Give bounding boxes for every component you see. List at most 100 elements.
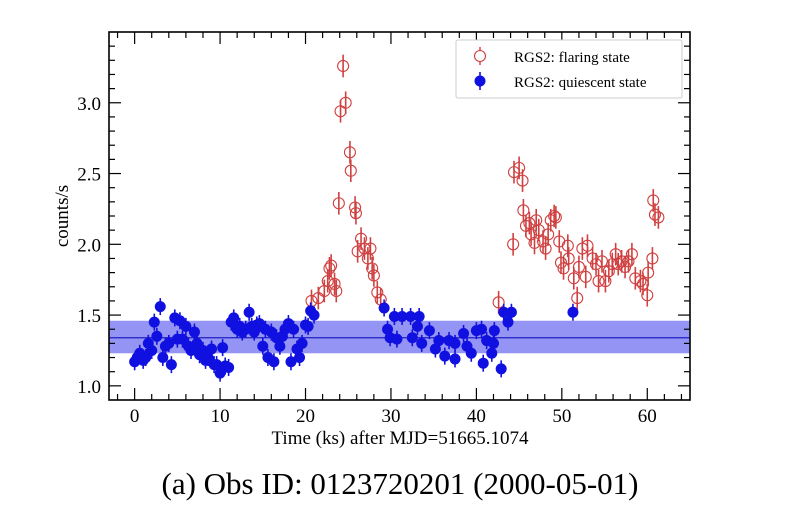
data-point [498, 306, 510, 318]
data-point [325, 259, 338, 272]
data-point [513, 161, 526, 174]
data-point [495, 363, 507, 375]
data-point [507, 238, 520, 251]
data-point [388, 310, 400, 322]
data-point [488, 325, 500, 337]
data-point [622, 255, 635, 268]
data-point [542, 228, 555, 241]
legend-label-quiescent: RGS2: quiescent state [514, 75, 647, 91]
data-point [411, 320, 423, 332]
axis-ticks [109, 32, 690, 400]
x-tick-label: 50 [552, 406, 571, 427]
data-point [561, 239, 574, 252]
x-tick-label: 40 [467, 406, 486, 427]
data-point [486, 347, 498, 359]
data-point [243, 306, 255, 318]
data-point [562, 252, 575, 265]
data-point [351, 245, 364, 258]
data-point [378, 302, 390, 314]
data-point [157, 352, 169, 364]
data-point [549, 211, 562, 224]
data-point [571, 292, 584, 305]
plot-frame [108, 31, 691, 401]
data-point [206, 343, 218, 355]
legend-label-flaring: RGS2: flaring state [514, 50, 630, 66]
y-tick-label: 1.0 [77, 377, 101, 398]
data-point [296, 337, 308, 349]
data-point [154, 301, 166, 313]
x-axis-label: Time (ks) after MJD=51665.1074 [271, 428, 529, 449]
data-point [423, 325, 435, 337]
legend-marker-flaring [473, 49, 487, 63]
data-point [492, 296, 505, 309]
data-point [602, 265, 615, 278]
data-point [344, 164, 357, 177]
legend: RGS2: flaring state RGS2: quiescent stat… [455, 39, 683, 99]
data-point [416, 337, 428, 349]
x-tick-label: 0 [130, 406, 140, 427]
data-point [302, 320, 314, 332]
data-point [330, 284, 343, 298]
series-flaring [305, 54, 665, 314]
y-axis-label: counts/s [52, 185, 73, 247]
data-point [217, 342, 229, 354]
x-tick-label: 60 [638, 406, 657, 427]
data-point [648, 208, 662, 221]
series-quiescent [129, 298, 579, 382]
data-point [505, 306, 517, 318]
data-point [364, 242, 377, 255]
data-point [439, 350, 451, 362]
data-point [349, 201, 362, 214]
data-point [371, 286, 384, 299]
data-point [180, 320, 192, 332]
data-point [268, 356, 280, 368]
x-tick-label: 20 [296, 406, 315, 427]
data-point [396, 310, 408, 322]
data-point [188, 326, 200, 338]
data-point [328, 277, 341, 290]
data-point [554, 256, 568, 269]
x-tick-label: 30 [381, 406, 400, 427]
data-point [517, 204, 530, 217]
data-point [458, 327, 470, 339]
x-tick-labels: 0 10 20 30 40 50 60 [130, 406, 657, 427]
data-point [413, 310, 425, 322]
data-point [476, 323, 488, 335]
data-point [449, 337, 461, 349]
data-point [487, 337, 499, 349]
data-point [321, 275, 334, 288]
data-point [165, 359, 177, 371]
data-point [634, 275, 647, 288]
data-point [288, 323, 300, 335]
data-point [332, 197, 345, 210]
data-point [579, 270, 592, 283]
data-point [223, 361, 235, 373]
data-point [349, 207, 362, 220]
data-point [146, 344, 158, 356]
y-tick-label: 3.0 [77, 94, 101, 115]
data-point [323, 262, 336, 275]
data-point [308, 309, 320, 321]
data-point [449, 353, 461, 365]
data-point [525, 228, 538, 241]
data-point [572, 260, 585, 274]
data-point [163, 337, 175, 349]
data-point [539, 242, 552, 255]
x-tick-label: 10 [211, 406, 230, 427]
y-tick-labels: 1.0 1.5 2.0 2.5 3.0 [77, 94, 101, 398]
data-point [592, 275, 605, 288]
legend-box [455, 39, 683, 99]
figure-caption: (a) Obs ID: 0123720201 (2000-05-01) [161, 466, 639, 501]
data-point [625, 248, 638, 261]
data-point [641, 289, 654, 302]
data-point [337, 59, 350, 73]
data-point [477, 357, 489, 369]
data-point [339, 96, 352, 109]
data-point [548, 209, 561, 223]
data-point [642, 266, 655, 279]
data-point [294, 352, 306, 364]
y-tick-label: 2.5 [77, 165, 101, 186]
data-point [567, 306, 579, 318]
data-point [646, 252, 659, 265]
